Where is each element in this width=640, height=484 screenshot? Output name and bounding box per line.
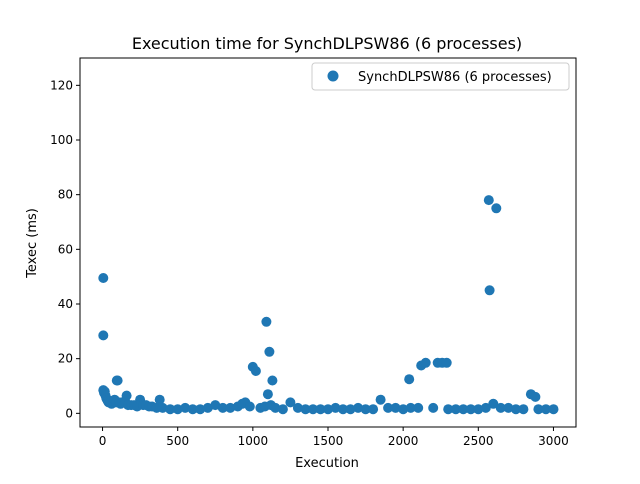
data-point: [405, 402, 416, 413]
data-point: [165, 404, 176, 415]
x-tick-label: 2000: [388, 434, 419, 448]
data-point: [98, 330, 109, 341]
x-tick-label: 1500: [313, 434, 344, 448]
y-tick-label: 60: [58, 242, 73, 256]
data-point: [315, 404, 326, 415]
data-points: [98, 195, 559, 415]
data-point: [285, 397, 296, 408]
data-point: [202, 402, 213, 413]
x-tick-label: 3000: [538, 434, 569, 448]
data-point: [450, 404, 461, 415]
legend-entry-label: SynchDLPSW86 (6 processes): [358, 70, 552, 85]
data-point: [308, 404, 318, 415]
y-tick-label: 100: [50, 133, 73, 147]
data-point: [404, 374, 415, 385]
data-point: [441, 357, 452, 368]
data-point: [180, 402, 191, 413]
x-axis-label: Execution: [295, 456, 359, 471]
data-point: [154, 394, 165, 405]
data-point: [473, 404, 484, 415]
data-point: [262, 389, 273, 400]
data-point: [413, 402, 424, 413]
chart-title: Execution time for SynchDLPSW86 (6 proce…: [132, 34, 522, 53]
data-point: [261, 316, 272, 327]
data-point: [121, 390, 132, 401]
data-point: [172, 404, 183, 415]
data-point: [98, 273, 109, 283]
data-point: [217, 402, 228, 413]
data-point: [225, 402, 236, 413]
data-point: [443, 404, 454, 415]
data-point: [264, 346, 275, 357]
data-point: [270, 402, 281, 413]
data-point: [491, 203, 502, 214]
data-point: [495, 402, 506, 413]
data-point: [530, 391, 541, 402]
y-tick-label: 20: [58, 352, 73, 366]
x-axis-ticks: 0 500 1000 1500 2000 2500 3000: [99, 427, 569, 448]
x-tick-label: 0: [99, 434, 107, 448]
data-point: [353, 402, 364, 413]
data-point: [244, 401, 255, 412]
data-point: [330, 402, 341, 413]
legend-marker-icon: [327, 70, 339, 82]
x-tick-label: 1000: [238, 434, 269, 448]
data-point: [195, 404, 206, 415]
data-point: [483, 195, 494, 206]
legend-box: [311, 62, 570, 91]
y-tick-label: 80: [58, 188, 73, 202]
data-point: [112, 375, 123, 386]
legend: SynchDLPSW86 (6 processes): [311, 62, 570, 91]
data-point: [480, 402, 491, 413]
data-point: [518, 404, 529, 415]
data-point: [484, 285, 495, 296]
data-point: [503, 402, 514, 413]
data-point: [488, 398, 499, 409]
data-point: [390, 402, 401, 413]
data-point: [368, 404, 379, 415]
data-point: [267, 375, 278, 386]
data-point: [300, 404, 311, 415]
data-point: [398, 404, 409, 415]
y-axis-label: Texec (ms): [25, 208, 40, 279]
data-point: [375, 394, 386, 405]
data-point: [465, 404, 476, 415]
y-tick-label: 0: [65, 406, 73, 420]
data-point: [345, 404, 356, 415]
data-point: [533, 404, 544, 415]
data-point: [187, 404, 198, 415]
data-point: [540, 404, 551, 415]
y-tick-label: 40: [58, 297, 73, 311]
x-tick-label: 2500: [463, 434, 494, 448]
data-point: [157, 402, 168, 413]
data-point: [250, 366, 261, 376]
data-point: [277, 404, 288, 415]
x-tick-label: 500: [166, 434, 189, 448]
data-point: [510, 404, 521, 415]
data-point: [420, 357, 431, 368]
y-tick-label: 120: [50, 78, 73, 92]
data-point: [360, 404, 371, 415]
data-point: [383, 402, 394, 413]
data-point: [428, 402, 439, 413]
data-point: [458, 404, 469, 415]
data-point: [338, 404, 348, 415]
data-point: [210, 400, 221, 411]
data-point: [323, 404, 333, 415]
y-axis-ticks: 0 20 40 60 80 100 120: [50, 78, 80, 420]
data-point: [292, 402, 303, 413]
data-point: [548, 404, 559, 415]
